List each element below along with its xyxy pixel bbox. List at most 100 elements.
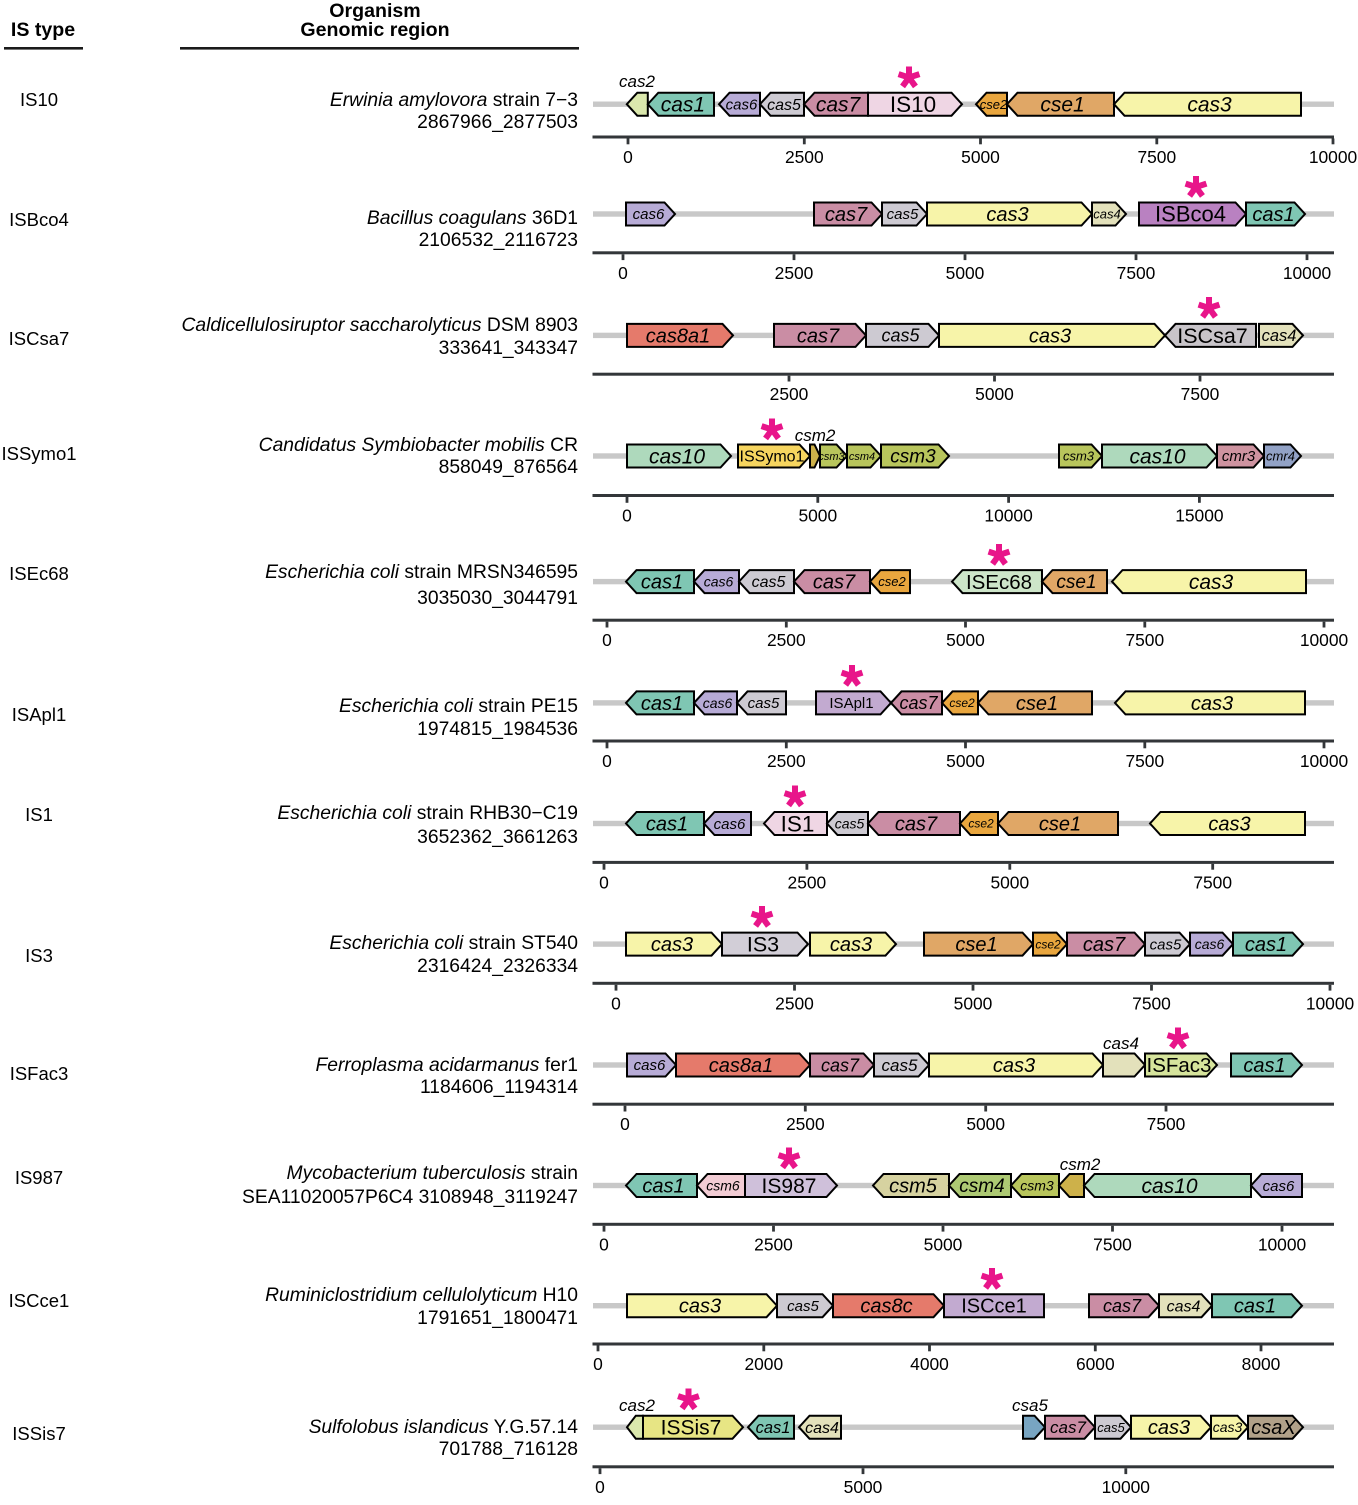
svg-text:ISEc68: ISEc68 bbox=[966, 571, 1032, 594]
svg-text:ISApl1: ISApl1 bbox=[829, 695, 873, 712]
svg-text:cas3: cas3 bbox=[1189, 571, 1234, 594]
svg-text:0: 0 bbox=[595, 1477, 605, 1497]
svg-text:7500: 7500 bbox=[1132, 993, 1171, 1013]
svg-text:cas4: cas4 bbox=[1093, 207, 1120, 222]
svg-text:cas3: cas3 bbox=[651, 934, 693, 956]
svg-text:7500: 7500 bbox=[1125, 751, 1164, 771]
svg-text:cas3: cas3 bbox=[993, 1055, 1035, 1077]
svg-text:csm4: csm4 bbox=[959, 1176, 1004, 1197]
svg-text:Ferroplasma acidarmanus fer1: Ferroplasma acidarmanus fer1 bbox=[315, 1055, 578, 1076]
svg-text:cas1: cas1 bbox=[641, 572, 683, 594]
svg-text:cas7: cas7 bbox=[821, 1055, 860, 1075]
svg-text:csm4: csm4 bbox=[849, 451, 875, 463]
svg-text:ISFac3: ISFac3 bbox=[10, 1063, 69, 1084]
svg-text:ISFac3: ISFac3 bbox=[1147, 1054, 1212, 1077]
svg-text:10000: 10000 bbox=[1258, 1234, 1306, 1254]
svg-text:cas1: cas1 bbox=[642, 1176, 684, 1198]
svg-text:IS987: IS987 bbox=[762, 1175, 817, 1198]
svg-text:ISBco4: ISBco4 bbox=[1155, 202, 1226, 227]
svg-text:cmr3: cmr3 bbox=[1222, 448, 1256, 465]
svg-text:Ruminiclostridium cellulolytic: Ruminiclostridium cellulolyticum H10 bbox=[265, 1285, 578, 1306]
svg-text:cmr4: cmr4 bbox=[1266, 449, 1295, 464]
svg-text:csm5: csm5 bbox=[889, 1176, 938, 1198]
svg-text:2500: 2500 bbox=[770, 384, 809, 404]
svg-text:10000: 10000 bbox=[1300, 630, 1348, 650]
svg-text:cas3: cas3 bbox=[830, 934, 872, 956]
svg-text:5000: 5000 bbox=[798, 506, 837, 526]
svg-text:10000: 10000 bbox=[1300, 751, 1348, 771]
svg-text:1791651_1800471: 1791651_1800471 bbox=[417, 1308, 578, 1329]
svg-text:3652362_3661263: 3652362_3661263 bbox=[417, 827, 578, 848]
svg-text:cas6: cas6 bbox=[726, 97, 758, 114]
svg-text:5000: 5000 bbox=[924, 1234, 963, 1254]
svg-text:cas3: cas3 bbox=[1191, 693, 1233, 715]
svg-text:15000: 15000 bbox=[1175, 506, 1223, 526]
svg-text:cas6: cas6 bbox=[703, 695, 733, 711]
svg-text:IS1: IS1 bbox=[781, 811, 815, 836]
svg-text:cas1: cas1 bbox=[1252, 204, 1294, 226]
svg-text:5000: 5000 bbox=[946, 630, 985, 650]
svg-text:cas7: cas7 bbox=[797, 325, 840, 347]
svg-text:cas3: cas3 bbox=[986, 204, 1028, 226]
svg-text:7500: 7500 bbox=[1137, 147, 1176, 167]
svg-text:10000: 10000 bbox=[1283, 263, 1331, 283]
svg-text:7500: 7500 bbox=[1125, 630, 1164, 650]
svg-text:cas4: cas4 bbox=[1103, 1034, 1139, 1053]
svg-text:cse1: cse1 bbox=[1016, 693, 1058, 715]
svg-text:0: 0 bbox=[623, 147, 633, 167]
svg-text:2000: 2000 bbox=[744, 1354, 783, 1374]
svg-text:SEA11020057P6C4 3108948_311924: SEA11020057P6C4 3108948_3119247 bbox=[242, 1187, 578, 1208]
svg-text:7500: 7500 bbox=[1117, 263, 1156, 283]
svg-text:10000: 10000 bbox=[1309, 147, 1357, 167]
svg-text:Escherichia coli strain PE15: Escherichia coli strain PE15 bbox=[339, 696, 578, 717]
svg-text:IS987: IS987 bbox=[15, 1167, 63, 1188]
svg-text:cas4: cas4 bbox=[805, 1420, 839, 1437]
svg-text:Escherichia coli strain ST540: Escherichia coli strain ST540 bbox=[329, 933, 578, 954]
svg-text:csm3: csm3 bbox=[890, 447, 936, 468]
svg-text:cse2: cse2 bbox=[949, 696, 975, 710]
svg-text:csm3: csm3 bbox=[818, 451, 845, 463]
svg-text:cse1: cse1 bbox=[1056, 572, 1096, 593]
svg-text:cse1: cse1 bbox=[1040, 94, 1084, 117]
svg-text:csa5: csa5 bbox=[1012, 1396, 1048, 1415]
svg-text:Sulfolobus islandicus Y.G.57.1: Sulfolobus islandicus Y.G.57.14 bbox=[309, 1417, 579, 1438]
svg-text:cas4: cas4 bbox=[1167, 1298, 1201, 1315]
svg-text:cas5: cas5 bbox=[882, 1056, 918, 1075]
svg-text:cas10: cas10 bbox=[1141, 1175, 1197, 1198]
svg-text:cas4: cas4 bbox=[1262, 327, 1297, 345]
svg-text:cas7: cas7 bbox=[1050, 1418, 1086, 1437]
svg-text:858049_876564: 858049_876564 bbox=[439, 457, 579, 478]
svg-text:csm3: csm3 bbox=[1063, 449, 1095, 464]
svg-text:IS10: IS10 bbox=[20, 89, 58, 110]
svg-text:6000: 6000 bbox=[1076, 1354, 1115, 1374]
svg-text:Escherichia coli strain RHB30−: Escherichia coli strain RHB30−C19 bbox=[277, 803, 578, 824]
svg-text:2867966_2877503: 2867966_2877503 bbox=[417, 112, 578, 133]
svg-text:701788_716128: 701788_716128 bbox=[439, 1439, 578, 1460]
svg-text:2106532_2116723: 2106532_2116723 bbox=[419, 230, 578, 251]
svg-text:Escherichia coli strain MRSN34: Escherichia coli strain MRSN346595 bbox=[265, 562, 578, 583]
svg-text:Erwinia amylovora strain 7−3: Erwinia amylovora strain 7−3 bbox=[330, 90, 578, 111]
svg-text:cas1: cas1 bbox=[641, 693, 683, 715]
svg-text:cse1: cse1 bbox=[1039, 814, 1081, 836]
svg-text:cas8c: cas8c bbox=[860, 1296, 912, 1318]
svg-text:ISApl1: ISApl1 bbox=[12, 704, 67, 725]
svg-text:2500: 2500 bbox=[775, 263, 814, 283]
svg-text:5000: 5000 bbox=[844, 1477, 883, 1497]
svg-text:IS3: IS3 bbox=[25, 945, 53, 966]
svg-text:cas3: cas3 bbox=[1208, 814, 1250, 836]
svg-text:IS type: IS type bbox=[11, 19, 75, 41]
svg-text:0: 0 bbox=[622, 506, 632, 526]
svg-text:cas5: cas5 bbox=[752, 574, 786, 591]
svg-text:cas1: cas1 bbox=[1234, 1296, 1276, 1318]
svg-text:IS3: IS3 bbox=[747, 933, 779, 957]
svg-text:ISCce1: ISCce1 bbox=[9, 1290, 70, 1311]
svg-text:5000: 5000 bbox=[990, 872, 1029, 892]
svg-text:ISCce1: ISCce1 bbox=[961, 1296, 1027, 1318]
svg-text:7500: 7500 bbox=[1093, 1234, 1132, 1254]
svg-text:cas1: cas1 bbox=[756, 1419, 791, 1437]
svg-text:Caldicellulosiruptor saccharol: Caldicellulosiruptor saccharolyticus DSM… bbox=[181, 315, 578, 336]
svg-text:csm6: csm6 bbox=[706, 1177, 740, 1193]
svg-text:ISSis7: ISSis7 bbox=[661, 1417, 722, 1440]
svg-text:0: 0 bbox=[599, 1234, 609, 1254]
svg-text:ISSymo1: ISSymo1 bbox=[1, 443, 76, 464]
